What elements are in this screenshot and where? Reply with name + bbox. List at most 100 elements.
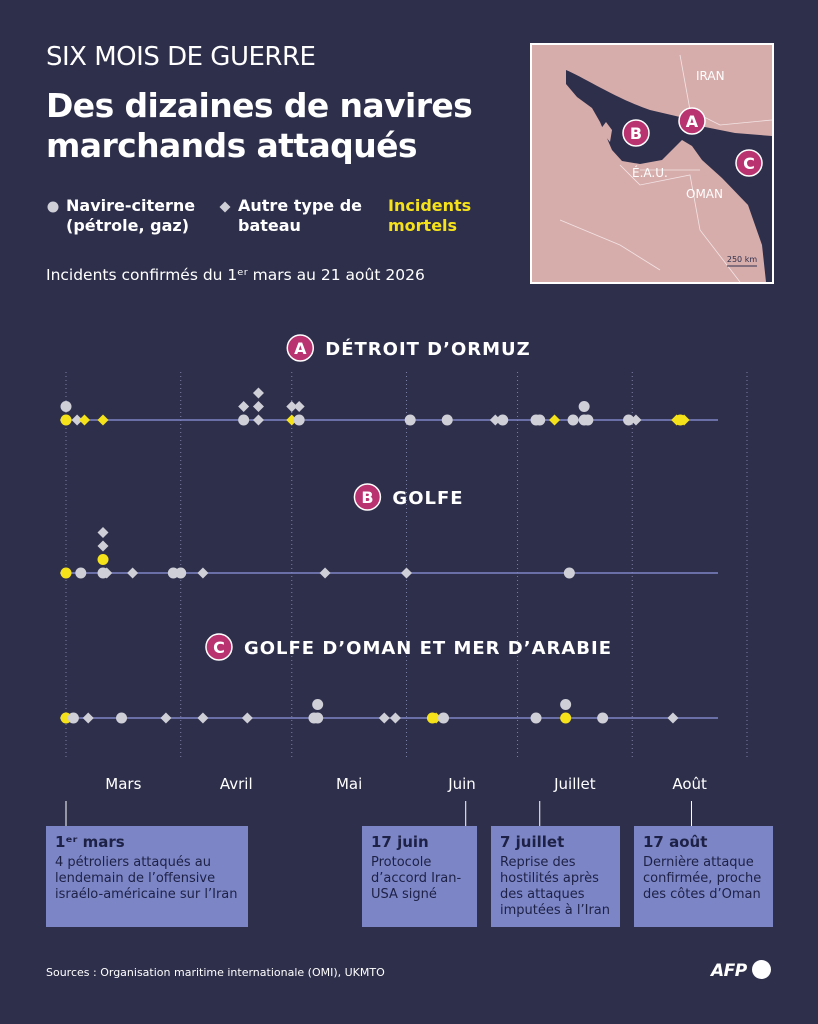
logo-dot: [752, 960, 772, 979]
badge: [205, 633, 233, 661]
incident: [60, 414, 72, 426]
annotation-text: Dernière attaque confirmée, proche des c…: [643, 855, 762, 902]
incident: [97, 527, 109, 538]
annotation-date: 1ᵉʳ mars: [55, 833, 125, 851]
incident: [534, 414, 546, 426]
x-tick-label: Août: [672, 775, 707, 793]
legend-symbol: [219, 201, 231, 213]
incident: [75, 567, 87, 579]
incident: [241, 712, 253, 724]
badge-label: A: [294, 339, 307, 358]
legend-symbol: [47, 201, 59, 213]
annotation: 7 juillet Reprise des hostilités après de…: [491, 826, 620, 927]
incident: [160, 712, 172, 724]
incident: [97, 414, 109, 426]
map: IRAN É.A.U. OMAN 250 km A B C: [530, 43, 774, 284]
badge-label: B: [630, 124, 642, 143]
incident: [560, 712, 572, 724]
incident: [116, 712, 128, 724]
incident: [197, 712, 209, 724]
logo: AFP: [711, 960, 772, 981]
incident: [97, 554, 109, 565]
incident: [389, 712, 401, 724]
region-title: GOLFE: [392, 488, 463, 509]
incident: [312, 712, 324, 724]
badge: [286, 334, 315, 362]
annotation: 17 juin Protocole d’accord Iran-USA signé: [362, 826, 477, 927]
incident: [293, 414, 305, 426]
annotation: 1ᵉʳ mars 4 pétroliers attaqués au lendema…: [46, 826, 248, 927]
badge-label: A: [686, 112, 699, 131]
incident: [560, 699, 572, 710]
title: Des dizaines de navires marchands attaqu…: [46, 86, 473, 165]
incident: [597, 712, 609, 724]
incident: [623, 414, 635, 426]
incident: [667, 712, 679, 724]
incident: [293, 401, 305, 412]
map-label: OMAN: [686, 187, 723, 201]
incident: [438, 712, 450, 724]
incident: [197, 567, 209, 579]
incident: [319, 567, 331, 579]
badge-label: B: [361, 488, 373, 507]
legend-label: Incidents mortels: [388, 196, 472, 235]
incident: [530, 712, 542, 724]
x-tick-label: Avril: [220, 775, 253, 793]
incident: [286, 401, 298, 412]
scale-label: 250 km: [727, 255, 757, 264]
incident: [549, 414, 561, 426]
subtitle: Incidents confirmés du 1ᵉʳ mars au 21 ao…: [46, 266, 425, 284]
incident: [252, 401, 264, 412]
annotation-date: 7 juillet: [500, 833, 565, 851]
incident: [71, 414, 83, 426]
incident: [67, 712, 79, 724]
incident: [175, 567, 187, 579]
map-label: IRAN: [696, 69, 725, 83]
badge: [353, 483, 382, 511]
incident: [252, 387, 264, 399]
incident: [79, 414, 91, 426]
badge: [678, 107, 706, 135]
annotation-text: Protocole d’accord Iran-USA signé: [371, 855, 462, 902]
incident: [238, 401, 250, 412]
incident: [238, 414, 250, 426]
incident: [404, 414, 416, 426]
legend-label: Navire-citerne (pétrole, gaz): [66, 196, 196, 235]
incident: [60, 401, 72, 412]
sources: Sources : Organisation maritime internat…: [46, 966, 385, 979]
incident: [441, 414, 453, 426]
incident: [630, 414, 642, 426]
annotation-text: 4 pétroliers attaqués au lendemain de l’…: [55, 855, 238, 902]
incident: [312, 699, 324, 710]
incident: [60, 567, 72, 579]
legend-label: Autre type de bateau: [238, 196, 362, 235]
legend-item: Navire-citerne (pétrole, gaz): [46, 196, 204, 236]
incident: [378, 712, 390, 724]
water: [566, 70, 772, 282]
incident: [582, 414, 594, 426]
x-tick-label: Mai: [336, 775, 362, 793]
logo-text: AFP: [711, 961, 747, 981]
incident: [497, 414, 509, 426]
badge: [622, 119, 650, 147]
incident: [567, 414, 579, 426]
x-tick-label: Juillet: [553, 775, 596, 793]
x-tick-label: Mars: [105, 775, 141, 793]
incident: [82, 712, 94, 724]
incident: [101, 567, 113, 579]
annotation: 17 août Dernière attaque confirmée, proch…: [634, 826, 773, 927]
badge-label: C: [743, 154, 755, 173]
incident: [401, 567, 412, 579]
qatar: [600, 122, 612, 142]
incident: [678, 414, 690, 426]
map-label: É.A.U.: [632, 165, 668, 180]
annotation-date: 17 juin: [371, 833, 429, 851]
legend-marker: [219, 201, 231, 213]
incident: [97, 540, 109, 552]
annotation-date: 17 août: [643, 833, 708, 851]
legend-marker: [47, 201, 59, 213]
kicker: SIX MOIS DE GUERRE: [46, 42, 316, 72]
incident: [563, 567, 575, 579]
